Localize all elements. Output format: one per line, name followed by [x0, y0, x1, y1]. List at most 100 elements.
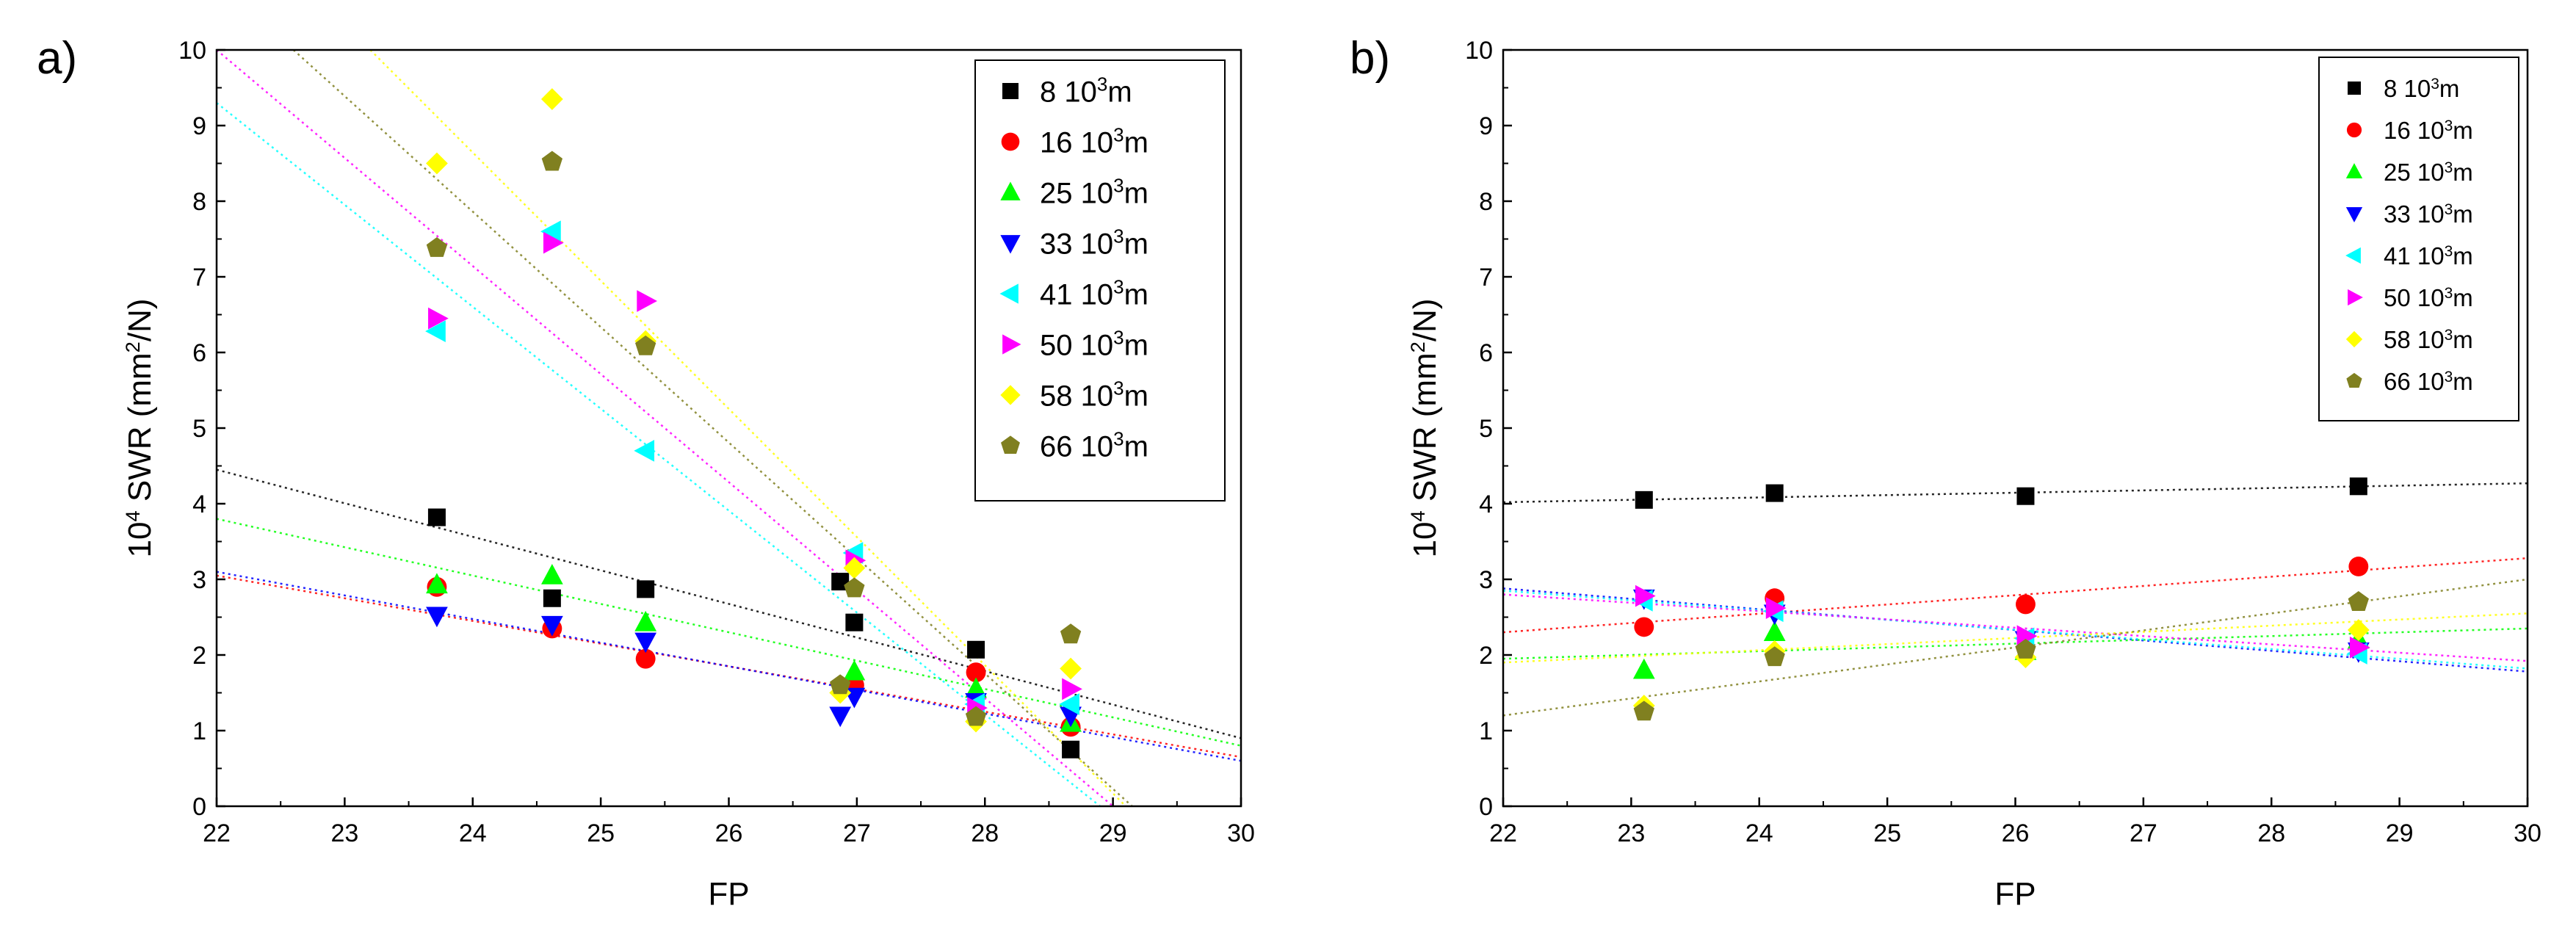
legend-marker: [2345, 247, 2361, 264]
fit-line-2: [217, 518, 1241, 747]
series-1: [1634, 557, 2369, 637]
data-point: [1060, 657, 1082, 680]
data-point: [2016, 487, 2035, 505]
y-tick-label: 4: [1479, 490, 1493, 518]
y-tick-label: 7: [192, 264, 206, 292]
legend-marker: [2346, 372, 2362, 388]
data-point: [1764, 646, 1785, 667]
data-point: [2348, 591, 2369, 611]
legend-entry-label: 50 103m: [2384, 284, 2473, 311]
legend-marker: [2348, 289, 2363, 306]
data-point: [845, 613, 864, 631]
data-point: [965, 677, 987, 698]
data-point: [843, 659, 866, 681]
legend-entry-label: 25 103m: [1040, 174, 1148, 209]
fit-line-2: [1503, 627, 2528, 660]
fit-line-1: [217, 574, 1241, 759]
data-point: [543, 231, 564, 254]
data-point: [634, 632, 657, 654]
y-tick-label: 1: [1479, 717, 1493, 745]
fit-line-4: [217, 102, 1101, 806]
data-point: [425, 320, 446, 343]
data-point: [1062, 740, 1080, 759]
legend-marker: [1000, 181, 1021, 200]
data-point: [426, 573, 448, 594]
data-point: [967, 640, 985, 659]
legend-entry-label: 16 103m: [2384, 117, 2473, 144]
y-tick-label: 0: [1479, 793, 1493, 821]
y-tick-label: 10: [178, 37, 206, 65]
legend-entry-label: 41 103m: [2384, 242, 2473, 269]
x-axis-label: FP: [708, 876, 749, 912]
data-point: [637, 290, 657, 312]
y-tick-label: 9: [1479, 112, 1493, 140]
data-point: [2348, 557, 2369, 576]
x-tick-label: 29: [1099, 819, 1127, 847]
fit-line-3: [217, 571, 1241, 762]
series-6: [1632, 619, 2370, 717]
legend-entry-label: 66 103m: [1040, 427, 1148, 463]
data-point: [1059, 693, 1079, 715]
data-point: [1633, 700, 1654, 721]
y-tick-label: 0: [192, 793, 206, 821]
series-0: [1635, 477, 2367, 509]
data-point: [965, 706, 987, 726]
y-tick-label: 5: [1479, 415, 1493, 443]
y-tick-label: 2: [1479, 642, 1493, 670]
data-point: [2347, 619, 2370, 641]
legend-entry-label: 58 103m: [1040, 377, 1148, 412]
legend-entry-label: 16 103m: [1040, 123, 1148, 159]
legend-entry-label: 8 103m: [2384, 75, 2459, 102]
data-point: [541, 151, 563, 171]
fit-line-5: [217, 50, 1114, 806]
fit-line-6: [369, 50, 1126, 806]
x-tick-label: 25: [1873, 819, 1901, 847]
legend-marker: [2345, 207, 2363, 222]
legend-entry-label: 58 103m: [2384, 326, 2473, 353]
data-point: [637, 580, 655, 598]
data-point: [844, 577, 865, 598]
legend-marker: [1002, 83, 1019, 99]
series-0: [427, 508, 1080, 759]
data-point: [543, 589, 561, 607]
y-tick-label: 5: [192, 415, 206, 443]
x-tick-label: 27: [843, 819, 871, 847]
data-point: [1632, 658, 1655, 679]
legend-marker: [2345, 163, 2363, 178]
y-tick-label: 1: [192, 717, 206, 745]
x-tick-label: 29: [2386, 819, 2414, 847]
data-point: [1634, 617, 1654, 637]
legend-marker: [2345, 330, 2363, 348]
data-point: [1765, 597, 1787, 620]
data-point: [1763, 620, 1786, 641]
data-point: [426, 236, 448, 257]
data-point: [966, 662, 986, 683]
y-tick-label: 2: [192, 642, 206, 670]
data-point: [2349, 477, 2367, 496]
x-tick-label: 30: [1227, 819, 1255, 847]
data-point: [1765, 484, 1784, 502]
legend-entry-label: 25 103m: [2384, 159, 2473, 186]
data-point: [1635, 490, 1653, 509]
y-tick-label: 6: [1479, 339, 1493, 367]
legend-entry-label: 8 103m: [1040, 73, 1132, 108]
data-point: [426, 152, 448, 175]
fit-lines: [1503, 482, 2528, 717]
data-point: [1062, 678, 1082, 700]
legend-marker: [2348, 82, 2361, 95]
x-tick-label: 23: [330, 819, 358, 847]
x-axis-label: FP: [1994, 876, 2036, 912]
legend-marker: [999, 283, 1019, 304]
series-7: [1633, 591, 2369, 721]
legend-marker: [1000, 385, 1021, 405]
panel-label: b): [1350, 33, 1390, 84]
data-point: [829, 706, 852, 728]
x-tick-label: 26: [715, 819, 743, 847]
legend-box: [2318, 57, 2519, 421]
x-tick-label: 26: [2002, 819, 2030, 847]
legend-marker: [1002, 334, 1021, 355]
x-tick-label: 28: [971, 819, 999, 847]
data-point: [634, 610, 657, 631]
y-tick-label: 6: [192, 339, 206, 367]
